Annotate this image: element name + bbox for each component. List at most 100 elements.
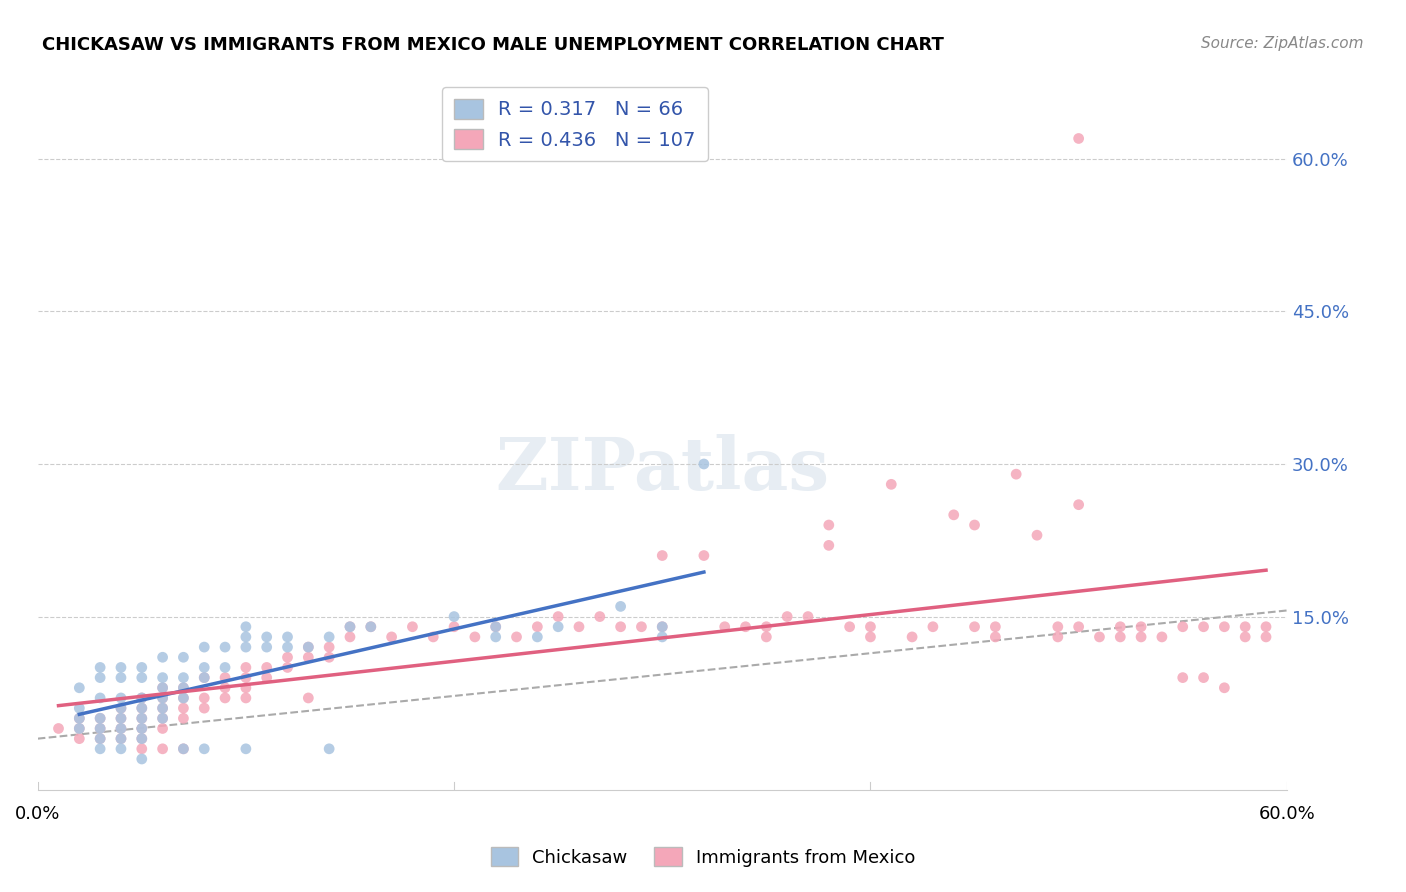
Point: [276, 650, 298, 665]
Point: [172, 701, 194, 715]
Point: [797, 609, 820, 624]
Point: [67, 731, 90, 746]
Point: [193, 741, 215, 756]
Point: [1192, 671, 1215, 685]
Point: [485, 630, 508, 644]
Point: [89, 660, 111, 674]
Point: [89, 711, 111, 725]
Point: [693, 457, 716, 471]
Point: [1109, 630, 1132, 644]
Point: [776, 609, 799, 624]
Point: [89, 731, 111, 746]
Point: [880, 477, 903, 491]
Point: [339, 630, 361, 644]
Point: [547, 620, 569, 634]
Point: [67, 722, 90, 736]
Point: [276, 640, 298, 654]
Point: [817, 518, 839, 533]
Point: [360, 620, 382, 634]
Point: [110, 741, 132, 756]
Point: [214, 671, 236, 685]
Point: [276, 660, 298, 674]
Point: [172, 671, 194, 685]
Point: [297, 640, 319, 654]
Point: [651, 630, 673, 644]
Point: [131, 722, 153, 736]
Point: [1234, 630, 1257, 644]
Point: [1067, 620, 1090, 634]
Point: [1254, 620, 1277, 634]
Point: [1046, 620, 1069, 634]
Point: [651, 549, 673, 563]
Point: [48, 722, 70, 736]
Point: [443, 620, 465, 634]
Point: [110, 671, 132, 685]
Point: [89, 722, 111, 736]
Point: [922, 620, 945, 634]
Point: [297, 640, 319, 654]
Point: [526, 620, 548, 634]
Point: [1254, 630, 1277, 644]
Point: [443, 609, 465, 624]
Point: [235, 741, 257, 756]
Point: [1067, 131, 1090, 145]
Point: [131, 752, 153, 766]
Point: [713, 620, 735, 634]
Point: [110, 711, 132, 725]
Point: [297, 650, 319, 665]
Point: [1130, 620, 1153, 634]
Point: [193, 640, 215, 654]
Point: [110, 660, 132, 674]
Point: [485, 620, 508, 634]
Point: [89, 741, 111, 756]
Point: [172, 690, 194, 705]
Point: [401, 620, 423, 634]
Point: [318, 650, 340, 665]
Point: [67, 711, 90, 725]
Point: [110, 731, 132, 746]
Point: [339, 620, 361, 634]
Point: [755, 620, 778, 634]
Point: [131, 660, 153, 674]
Point: [256, 671, 278, 685]
Point: [235, 660, 257, 674]
Point: [589, 609, 612, 624]
Point: [1005, 467, 1028, 482]
Point: [651, 620, 673, 634]
Point: [360, 620, 382, 634]
Point: [318, 741, 340, 756]
Point: [339, 620, 361, 634]
Point: [1130, 630, 1153, 644]
Point: [1046, 630, 1069, 644]
Point: [1213, 681, 1236, 695]
Point: [755, 630, 778, 644]
Point: [651, 620, 673, 634]
Point: [1026, 528, 1049, 542]
Point: [1109, 620, 1132, 634]
Point: [67, 711, 90, 725]
Point: [193, 701, 215, 715]
Legend: R = 0.317   N = 66, R = 0.436   N = 107: R = 0.317 N = 66, R = 0.436 N = 107: [441, 87, 707, 161]
Point: [963, 518, 986, 533]
Point: [485, 620, 508, 634]
Point: [131, 671, 153, 685]
Point: [235, 630, 257, 644]
Point: [1067, 498, 1090, 512]
Point: [172, 650, 194, 665]
Point: [89, 671, 111, 685]
Point: [817, 538, 839, 552]
Point: [110, 701, 132, 715]
Point: [89, 690, 111, 705]
Point: [110, 722, 132, 736]
Point: [318, 640, 340, 654]
Point: [984, 620, 1007, 634]
Legend: Chickasaw, Immigrants from Mexico: Chickasaw, Immigrants from Mexico: [484, 840, 922, 874]
Point: [152, 650, 174, 665]
Point: [152, 711, 174, 725]
Point: [67, 701, 90, 715]
Point: [110, 722, 132, 736]
Point: [609, 599, 631, 614]
Point: [1171, 671, 1194, 685]
Text: Source: ZipAtlas.com: Source: ZipAtlas.com: [1201, 36, 1364, 51]
Point: [131, 690, 153, 705]
